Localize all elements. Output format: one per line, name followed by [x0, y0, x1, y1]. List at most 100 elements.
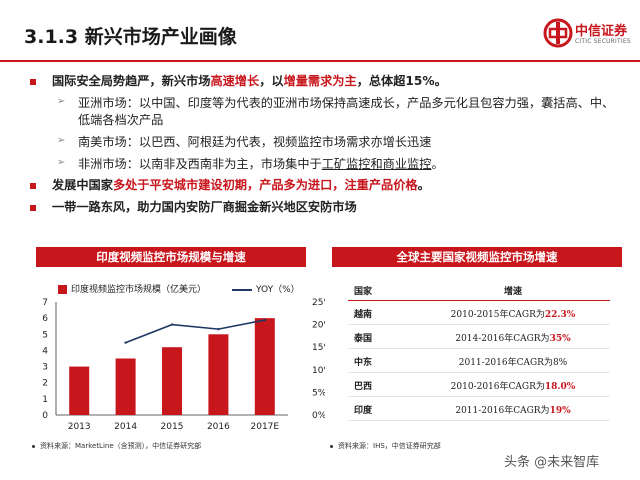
sub-bullet-text: 。	[431, 156, 444, 171]
citic-logo: 中信证券 CITIC SECURITIES	[543, 16, 633, 60]
bullet-square-icon	[30, 79, 36, 85]
country-cell: 泰国	[354, 334, 373, 344]
bullet-dot-icon	[330, 444, 333, 448]
bar	[162, 347, 182, 415]
country-cell: 中东	[354, 358, 373, 368]
y-left-tick-label: 6	[42, 314, 48, 324]
table-row: 泰国 2014-2016年CAGR为35%	[348, 325, 610, 349]
bullet-highlight: 高速增长	[210, 74, 260, 88]
bullet-highlight: 增量需求为主	[283, 74, 357, 88]
arrow-icon: ➢	[57, 135, 66, 147]
country-cell: 越南	[354, 310, 373, 320]
y-right-tick-label: 10%	[312, 366, 325, 376]
bullet-text: 。	[417, 178, 430, 193]
sub-bullet-text: 亚洲市场：以中国、印度等为代表的亚洲市场保持高速成长，产品多元化且包容力强，囊括…	[78, 95, 615, 128]
chart-panel-title: 印度视频监控市场规模与增速	[36, 247, 306, 267]
y-left-tick-label: 5	[42, 330, 48, 340]
slide-title: 3.1.3 新兴市场产业画像	[24, 26, 237, 48]
x-tick-label: 2013	[68, 422, 91, 432]
source-text: 资料来源：MarketLine（含预测），中信证券研究部	[40, 442, 202, 450]
bar	[69, 366, 90, 415]
bullet-text: 发展中国家	[52, 178, 113, 193]
y-right-tick-label: 20%	[312, 321, 325, 331]
bar	[115, 358, 136, 415]
table-source-note: 资料来源：IHS，中信证券研究部	[330, 441, 441, 451]
legend-bar-label: 印度视频监控市场规模（亿美元）	[71, 285, 207, 295]
yoy-point	[124, 341, 127, 344]
table-row: 巴西 2010-2016年CAGR为18.0%	[348, 373, 610, 397]
arrow-icon: ➢	[57, 156, 66, 168]
underlined-text: 工矿监控和商业监控	[321, 156, 432, 171]
arrow-icon: ➢	[57, 95, 66, 107]
growth-table: 国家 增速 越南 2010-2015年CAGR为22.3% 泰国 2014-2016年…	[348, 278, 610, 421]
table-body: 越南 2010-2015年CAGR为22.3% 泰国 2014-2016年CAGR为3…	[348, 301, 610, 421]
bullet-text: ，总体超15%。	[356, 74, 447, 88]
growth-value: 19%	[549, 406, 571, 416]
sub-bullet-text: 南美市场：以巴西、阿根廷为代表，视频监控市场需求亦增长迅速	[78, 135, 432, 150]
yoy-point	[217, 327, 220, 331]
sub-bullet-africa: ➢ 非洲市场：以南非及西南非为主，市场集中于工矿监控和商业监控。	[30, 156, 620, 174]
growth-cell: 2014-2016年CAGR为35%	[455, 334, 571, 344]
table-row: 越南 2010-2015年CAGR为22.3%	[348, 301, 610, 325]
legend-line-label: YOY（%）	[256, 285, 300, 295]
yoy-point	[170, 323, 174, 326]
growth-cell: 2011-2016年CAGR为8%	[458, 358, 568, 368]
legend-line-swatch	[232, 289, 252, 291]
table-panel-title: 全球主要国家视频监控市场增速	[332, 247, 622, 267]
logo-english-name: CITIC SECURITIES	[575, 38, 631, 45]
sub-bullet-south-america: ➢ 南美市场：以巴西、阿根廷为代表，视频监控市场需求亦增长迅速	[30, 134, 620, 152]
bullet-security-trend: 国际安全局势趋严，新兴市场高速增长，以增量需求为主，总体超15%。	[30, 73, 620, 91]
bullet-belt-and-road: 一带一路东风，助力国内安防厂商掘金新兴地区安防市场	[30, 199, 620, 217]
legend-bar-swatch	[58, 285, 67, 294]
bar	[208, 334, 229, 415]
bullet-square-icon	[30, 205, 36, 212]
country-cell: 巴西	[354, 382, 373, 392]
bullet-developing-countries: 发展中国家多处于平安城市建设初期，产品多为进口，注重产品价格。	[30, 177, 620, 195]
chart-legend: 印度视频监控市场规模（亿美元） YOY（%）	[20, 282, 325, 296]
y-right-tick-label: 5%	[312, 388, 325, 398]
header-divider	[0, 60, 640, 62]
growth-value: 22.3%	[544, 310, 576, 320]
country-cell: 印度	[354, 406, 373, 416]
y-left-tick-label: 4	[42, 346, 48, 356]
yoy-point	[263, 318, 266, 322]
y-left-tick-label: 7	[42, 298, 48, 308]
growth-value: 8%	[552, 358, 568, 368]
logo-chinese-name: 中信证券	[575, 24, 628, 39]
y-right-tick-label: 0%	[312, 411, 325, 421]
india-market-chart: 0 1 2 3 4 5 6 7 0% 5% 10% 15% 20% 25% 2013 2014 2015 2016…	[42, 298, 325, 432]
bullet-text: ，以	[259, 74, 284, 88]
y-right-tick-label: 25%	[312, 298, 325, 308]
y-left-tick-label: 1	[42, 395, 48, 405]
table-row: 印度 2011-2016年CAGR为19%	[348, 397, 610, 421]
table-row: 中东 2011-2016年CAGR为8%	[348, 349, 610, 373]
x-tick-label: 2014	[114, 422, 137, 432]
yoy-line	[125, 319, 265, 344]
growth-value: 35%	[549, 334, 571, 344]
y-right-tick-label: 15%	[312, 343, 325, 353]
bullet-highlight: 多处于平安城市建设初期，产品多为进口，注重产品价格	[112, 178, 418, 193]
x-tick-label: 2017E	[251, 422, 280, 432]
y-left-tick-label: 3	[42, 363, 48, 373]
chart-source-note: 资料来源：MarketLine（含预测），中信证券研究部	[32, 441, 201, 451]
citic-logo-icon	[543, 18, 573, 48]
growth-value: 18.0%	[544, 382, 576, 392]
bullet-text: 一带一路东风，助力国内安防厂商掘金新兴地区安防市场	[52, 200, 357, 215]
growth-cell: 2010-2016年CAGR为18.0%	[450, 382, 576, 392]
bullet-dot-icon	[32, 444, 35, 448]
y-left-tick-label: 2	[42, 379, 48, 389]
bullet-list: 国际安全局势趋严，新兴市场高速增长，以增量需求为主，总体超15%。 ➢ 亚洲市场…	[30, 70, 620, 221]
header-country: 国家	[354, 287, 373, 297]
y-left-tick-label: 0	[42, 411, 48, 421]
growth-cell: 2010-2015年CAGR为22.3%	[450, 310, 576, 320]
header-growth: 增速	[503, 287, 522, 297]
growth-cell: 2011-2016年CAGR为19%	[455, 406, 571, 416]
source-text: 资料来源：IHS，中信证券研究部	[338, 442, 441, 450]
bar	[254, 318, 275, 415]
sub-bullet-text: 非洲市场：以南非及西南非为主，市场集中于	[78, 156, 322, 171]
slide-header: 3.1.3 新兴市场产业画像 中信证券 CITIC SECURITIES	[0, 0, 640, 66]
sub-bullet-asia: ➢ 亚洲市场：以中国、印度等为代表的亚洲市场保持高速成长，产品多元化且包容力强，…	[30, 95, 620, 130]
watermark: 头条 @未来智库	[504, 455, 600, 470]
x-tick-label: 2015	[161, 422, 184, 432]
table-header-row: 国家 增速	[348, 278, 610, 301]
